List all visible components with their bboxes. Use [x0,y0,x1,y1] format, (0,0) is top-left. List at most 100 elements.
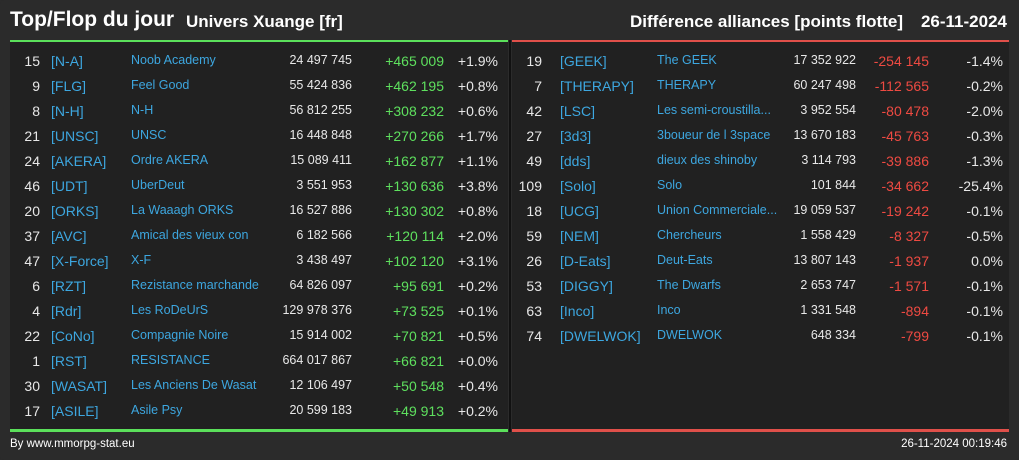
alliance-name-link[interactable]: UberDeut [131,178,185,192]
delta-cell: +465 009 [385,53,444,69]
alliance-tag-link[interactable]: [UDT] [51,178,88,194]
alliance-tag-link[interactable]: [THERAPY] [560,78,634,94]
rank-cell: 26 [526,253,542,269]
percent-cell: +0.4% [457,378,498,394]
alliance-tag-link[interactable]: [D-Eats] [560,253,611,269]
percent-cell: +0.2% [457,403,498,419]
footer: By www.mmorpg-stat.eu 26-11-2024 00:19:4… [10,438,1009,454]
alliance-tag-link[interactable]: [GEEK] [560,53,607,69]
alliance-tag-link[interactable]: [DIGGY] [560,278,613,294]
alliance-name-link[interactable]: Compagnie Noire [131,328,229,342]
percent-cell: +1.7% [457,128,498,144]
points-cell: 16 448 848 [289,128,352,142]
alliance-tag-link[interactable]: [UNSC] [51,128,99,144]
percent-cell: -2.0% [966,103,1003,119]
percent-cell: +1.1% [457,153,498,169]
table-row: 1 [RST] RESISTANCE 664 017 867 +66 821 +0.0% [10,348,508,373]
delta-cell: -1 937 [889,253,929,269]
percent-cell: +0.8% [457,203,498,219]
alliance-tag-link[interactable]: [3d3] [560,128,592,144]
alliance-tag-link[interactable]: [X-Force] [51,253,109,269]
points-cell: 3 114 793 [801,153,856,167]
delta-cell: +49 913 [393,403,444,419]
alliance-name-link[interactable]: Noob Academy [131,53,216,67]
rank-cell: 53 [526,278,542,294]
panel-divider [509,40,511,432]
rank-cell: 59 [526,228,542,244]
table-row: 26 [D-Eats] Deut-Eats 13 807 143 -1 937 0.0% [512,248,1009,273]
alliance-name-link[interactable]: Solo [657,178,683,192]
alliance-name-link[interactable]: RESISTANCE [131,353,210,367]
alliance-name-link[interactable]: Les Anciens De Wasat [131,378,257,392]
alliance-tag-link[interactable]: [Inco] [560,303,595,319]
delta-cell: -1 571 [889,278,929,294]
points-cell: 1 558 429 [800,228,856,242]
percent-cell: -0.1% [966,203,1003,219]
alliance-tag-link[interactable]: [FLG] [51,78,87,94]
alliance-tag-link[interactable]: [NEM] [560,228,599,244]
delta-cell: -799 [900,328,929,344]
rank-cell: 17 [24,403,40,419]
rank-cell: 46 [24,178,40,194]
points-cell: 12 106 497 [289,378,352,392]
delta-cell: +102 120 [385,253,444,269]
alliance-tag-link[interactable]: [N-H] [51,103,84,119]
table-row: 109 [Solo] Solo 101 844 -34 662 -25.4% [512,173,1009,198]
delta-cell: -39 886 [881,153,929,169]
delta-cell: +66 821 [393,353,444,369]
alliance-name-link[interactable]: The GEEK [657,53,717,67]
alliance-name-link[interactable]: Ordre AKERA [131,153,209,167]
alliance-tag-link[interactable]: [UCG] [560,203,599,219]
date-label: 26-11-2024 [920,12,1007,31]
alliance-name-link[interactable]: The Dwarfs [657,278,721,292]
rank-cell: 18 [526,203,542,219]
alliance-name-link[interactable]: Asile Psy [131,403,183,417]
percent-cell: +3.1% [457,253,498,269]
alliance-tag-link[interactable]: [ASILE] [51,403,99,419]
alliance-tag-link[interactable]: [Rdr] [51,303,82,319]
alliance-name-link[interactable]: THERAPY [657,78,717,92]
alliance-name-link[interactable]: Chercheurs [657,228,722,242]
percent-cell: -0.3% [966,128,1003,144]
alliance-name-link[interactable]: dieux des shinoby [657,153,758,167]
points-cell: 664 017 867 [282,353,352,367]
alliance-tag-link[interactable]: [ORKS] [51,203,99,219]
alliance-tag-link[interactable]: [N-A] [51,53,83,69]
alliance-name-link[interactable]: DWELWOK [657,328,723,342]
alliance-name-link[interactable]: 3boueur de l 3space [657,128,771,142]
delta-cell: -80 478 [881,103,929,119]
table-row: 53 [DIGGY] The Dwarfs 2 653 747 -1 571 -0.1% [512,273,1009,298]
alliance-tag-link[interactable]: [AKERA] [51,153,107,169]
alliance-name-link[interactable]: Union Commerciale... [657,203,778,217]
table-row: 4 [Rdr] Les RoDeUrS 129 978 376 +73 525 +0.1% [10,298,508,323]
alliance-tag-link[interactable]: [AVC] [51,228,87,244]
table-row: 46 [UDT] UberDeut 3 551 953 +130 636 +3.8% [10,173,508,198]
header: Top/Flop du jour Univers Xuange [fr] Dif… [10,6,1009,36]
alliance-name-link[interactable]: Feel Good [131,78,190,92]
alliance-tag-link[interactable]: [LSC] [560,103,596,119]
alliance-name-link[interactable]: La Waaagh ORKS [131,203,234,217]
alliance-name-link[interactable]: N-H [131,103,154,117]
alliance-tag-link[interactable]: [RST] [51,353,87,369]
alliance-tag-link[interactable]: [DWELWOK] [560,328,641,344]
alliance-name-link[interactable]: UNSC [131,128,167,142]
alliance-name-link[interactable]: Les RoDeUrS [131,303,209,317]
points-cell: 55 424 836 [289,78,352,92]
alliance-name-link[interactable]: Deut-Eats [657,253,713,267]
alliance-name-link[interactable]: X-F [131,253,152,267]
alliance-tag-link[interactable]: [RZT] [51,278,86,294]
alliance-tag-link[interactable]: [dds] [560,153,591,169]
percent-cell: -0.1% [966,328,1003,344]
alliance-name-link[interactable]: Amical des vieux con [131,228,249,242]
rank-cell: 37 [24,228,40,244]
alliance-name-link[interactable]: Rezistance marchande [131,278,259,292]
delta-cell: +130 636 [385,178,444,194]
table-row: 20 [ORKS] La Waaagh ORKS 16 527 886 +130 302… [10,198,508,223]
alliance-name-link[interactable]: Les semi-croustilla... [657,103,771,117]
alliance-tag-link[interactable]: [WASAT] [51,378,107,394]
alliance-tag-link[interactable]: [Solo] [560,178,596,194]
alliance-tag-link[interactable]: [CoNo] [51,328,95,344]
alliance-name-link[interactable]: Inco [657,303,681,317]
percent-cell: +0.6% [457,103,498,119]
